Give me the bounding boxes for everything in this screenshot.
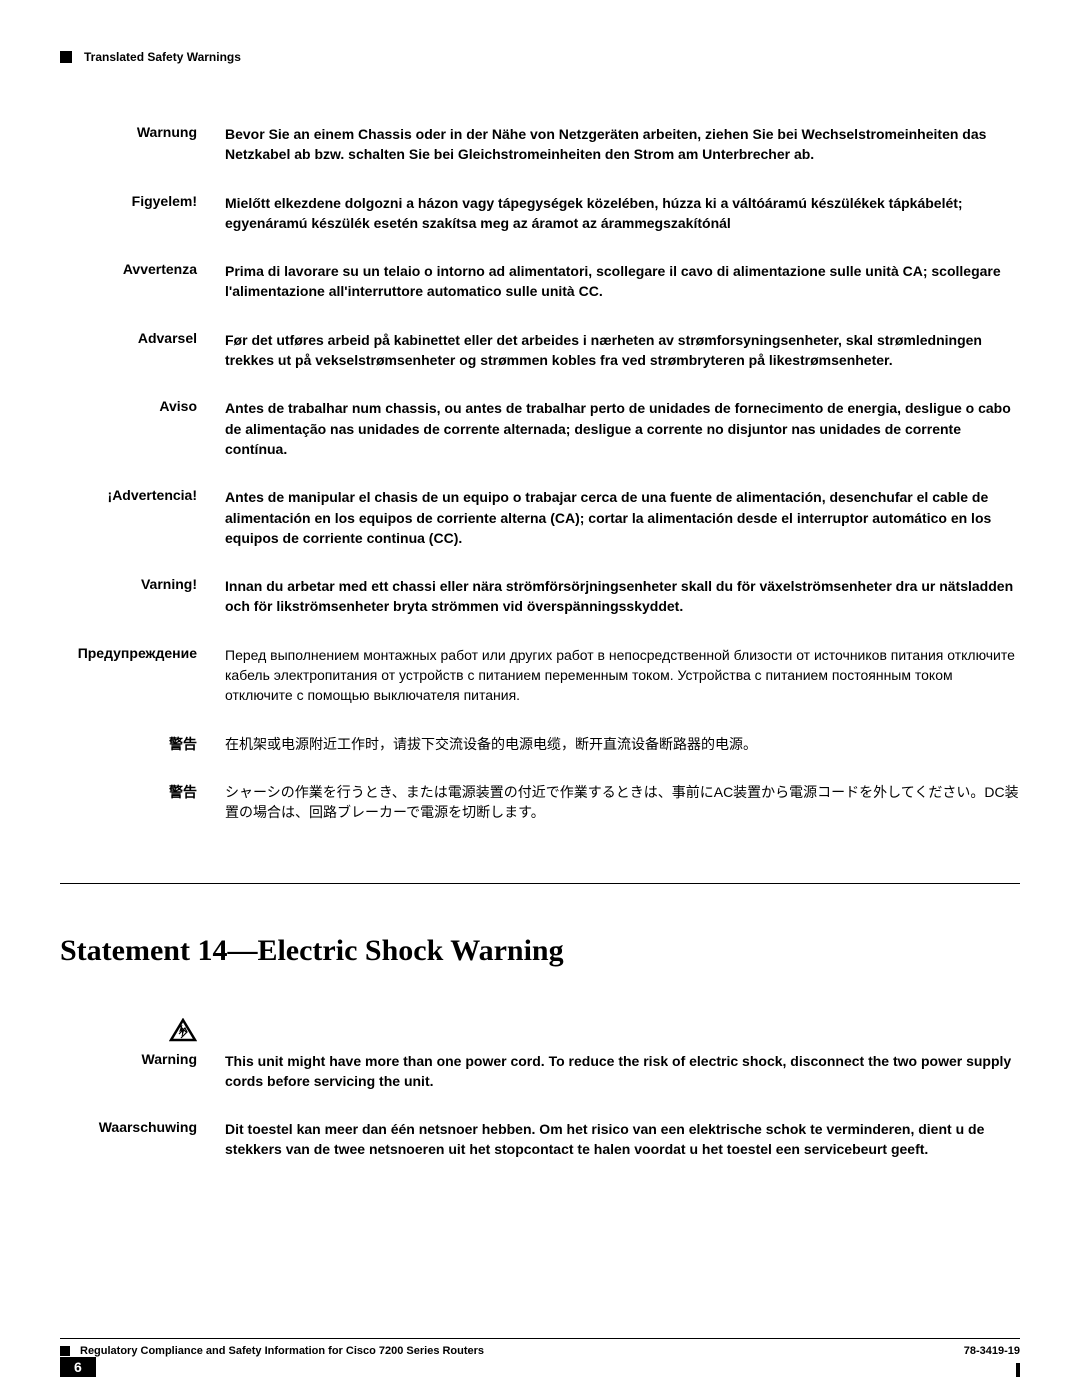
footer-divider [60,1338,1020,1339]
page-footer: Regulatory Compliance and Safety Informa… [60,1338,1020,1357]
warning-row: Waarschuwing Dit toestel kan meer dan éé… [60,1119,1020,1160]
warning-label: 警告 [60,734,225,754]
footer-doc-number: 78-3419-19 [964,1345,1020,1357]
warning-text: This unit might have more than one power… [225,1051,1020,1092]
warning-row: Warning This unit might have more than o… [60,1051,1020,1092]
warning-icon-row [60,1018,1020,1047]
footer-square-icon [60,1346,70,1356]
warning-label: Avvertenza [60,261,225,302]
warning-row: Предупреждение Перед выполнением монтажн… [60,645,1020,706]
warning-row: Warnung Bevor Sie an einem Chassis oder … [60,124,1020,165]
header-title: Translated Safety Warnings [84,50,241,64]
warning-label: Warning [60,1051,225,1092]
warning-label: 警告 [60,782,225,823]
footer-title: Regulatory Compliance and Safety Informa… [80,1345,484,1357]
warning-row: Figyelem! Mielőtt elkezdene dolgozni a h… [60,193,1020,234]
warning-row: Varning! Innan du arbetar med ett chassi… [60,576,1020,617]
warning-text: Bevor Sie an einem Chassis oder in der N… [225,124,1020,165]
warning-label: Предупреждение [60,645,225,706]
warning-row: 警告 在机架或电源附近工作时，请拔下交流设备的电源电缆，断开直流设备断路器的电源… [60,734,1020,754]
warning-row: Avvertenza Prima di lavorare su un telai… [60,261,1020,302]
header-square-icon [60,51,72,63]
warning-text: Mielőtt elkezdene dolgozni a házon vagy … [225,193,1020,234]
warning-row: Advarsel Før det utføres arbeid på kabin… [60,330,1020,371]
warning-row: 警告 シャーシの作業を行うとき、または電源装置の付近で作業するときは、事前にAC… [60,782,1020,823]
footer-left: Regulatory Compliance and Safety Informa… [60,1345,484,1357]
warnings-bottom-container: Warning This unit might have more than o… [60,1018,1020,1160]
warning-label: Warnung [60,124,225,165]
page-number: 6 [60,1357,96,1377]
warning-text: Før det utføres arbeid på kabinettet ell… [225,330,1020,371]
warning-label: Advarsel [60,330,225,371]
warning-label: Figyelem! [60,193,225,234]
warning-row: ¡Advertencia! Antes de manipular el chas… [60,487,1020,548]
warning-text: シャーシの作業を行うとき、または電源装置の付近で作業するときは、事前にAC装置か… [225,782,1020,823]
warning-text: Перед выполнением монтажных работ или др… [225,645,1020,706]
section-divider [60,883,1020,884]
warning-label: Aviso [60,398,225,459]
warning-text: Innan du arbetar med ett chassi eller nä… [225,576,1020,617]
warning-text [225,1018,1020,1047]
warning-text: Dit toestel kan meer dan één netsnoer he… [225,1119,1020,1160]
page-bar-icon [1016,1363,1020,1377]
warning-text: Antes de trabalhar num chassis, ou antes… [225,398,1020,459]
warning-label: Waarschuwing [60,1119,225,1160]
page-header: Translated Safety Warnings [60,50,1020,64]
warning-triangle-icon [60,1018,225,1047]
warning-text: Antes de manipular el chasis de un equip… [225,487,1020,548]
footer-content: Regulatory Compliance and Safety Informa… [60,1345,1020,1357]
warnings-top-container: Warnung Bevor Sie an einem Chassis oder … [60,124,1020,823]
warning-label: Varning! [60,576,225,617]
statement-heading: Statement 14—Electric Shock Warning [60,934,1020,968]
warning-row: Aviso Antes de trabalhar num chassis, ou… [60,398,1020,459]
warning-label: ¡Advertencia! [60,487,225,548]
warning-text: Prima di lavorare su un telaio o intorno… [225,261,1020,302]
warning-text: 在机架或电源附近工作时，请拔下交流设备的电源电缆，断开直流设备断路器的电源。 [225,734,1020,754]
